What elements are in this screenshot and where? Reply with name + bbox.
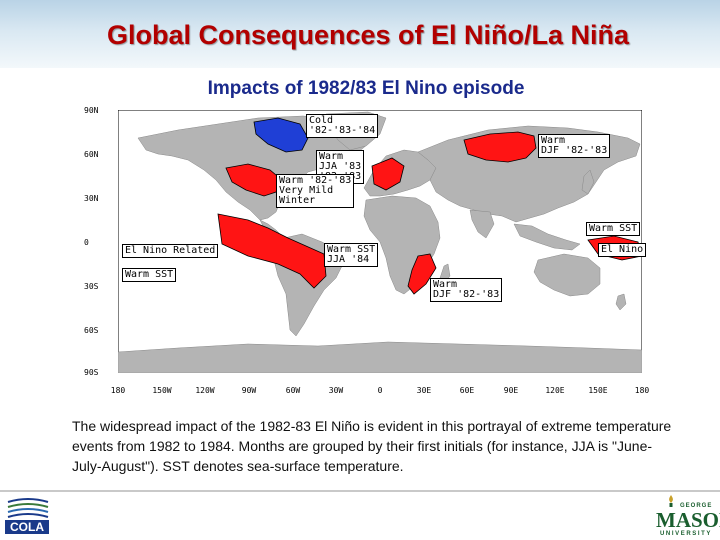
lat-label-90s: 90S — [84, 368, 99, 377]
warm-region-europe — [371, 157, 405, 191]
annotation-el-nino-east: El Nino — [598, 243, 647, 257]
lon-label-90e: 90E — [503, 386, 519, 395]
header-band — [0, 0, 720, 68]
antarctica — [118, 341, 642, 373]
lon-label-180e: 180 — [634, 386, 650, 395]
warm-region-siberia — [463, 131, 537, 163]
annotation-cold-north-america: Cold '82-'83-'84 — [306, 114, 379, 138]
annotation-warm-us: Warm '82-'83 Very Mild Winter — [276, 174, 355, 208]
cola-logo — [7, 498, 49, 518]
new-zealand — [615, 293, 627, 311]
warm-region-south-america — [217, 213, 327, 289]
lon-label-120e: 120E — [545, 386, 565, 395]
annotation-warm-sst-africa: Warm SST JJA '84 — [324, 243, 379, 267]
footer-divider — [0, 490, 720, 492]
lat-label-60s: 60S — [84, 326, 99, 335]
lat-label-90n: 90N — [84, 106, 99, 115]
australia — [533, 253, 601, 297]
lon-label-150w: 150W — [152, 386, 172, 395]
lat-label-30s: 30S — [84, 282, 99, 291]
slide-title: Global Consequences of El Niño/La Niña — [106, 20, 630, 50]
india — [469, 209, 495, 239]
lon-label-180w: 180 — [110, 386, 126, 395]
lon-label-150e: 150E — [588, 386, 608, 395]
cold-anomalies — [253, 117, 309, 153]
map-title: Impacts of 1982/83 El Nino episode — [207, 78, 525, 99]
southeast-asia — [513, 223, 581, 251]
lat-label-60n: 60N — [84, 150, 99, 159]
gmu-torch-icon — [669, 495, 673, 507]
lon-label-30e: 30E — [416, 386, 432, 395]
lat-label-eq: 0 — [84, 238, 89, 247]
lon-label-90w: 90W — [241, 386, 257, 395]
lon-label-120w: 120W — [195, 386, 215, 395]
gmu-logo-mason: MASON — [656, 508, 720, 532]
annotation-warm-siberia: Warm DJF '82-'83 — [538, 134, 611, 158]
lon-label-0: 0 — [377, 386, 383, 395]
lon-label-60w: 60W — [285, 386, 301, 395]
cola-logo-text: COLA — [5, 520, 49, 534]
caption-text: The widespread impact of the 1982-83 El … — [72, 418, 672, 474]
annotation-el-nino-related: El Nino Related — [122, 244, 219, 258]
gmu-logo-university: UNIVERSITY — [660, 531, 713, 537]
gmu-logo-george: GEORGE — [680, 503, 713, 509]
annotation-warm-sst-south-america: Warm SST — [122, 268, 177, 282]
lon-label-30w: 30W — [328, 386, 344, 395]
lat-label-30n: 30N — [84, 194, 99, 203]
annotation-warm-sst-west-pacific: Warm SST — [586, 222, 641, 236]
annotation-warm-southeast-africa: Warm DJF '82-'83 — [430, 278, 503, 302]
warm-region-se-africa — [407, 253, 437, 295]
cold-region-canada — [253, 117, 309, 153]
lon-label-60e: 60E — [459, 386, 475, 395]
warm-anomalies — [217, 131, 642, 295]
japan — [581, 169, 595, 195]
